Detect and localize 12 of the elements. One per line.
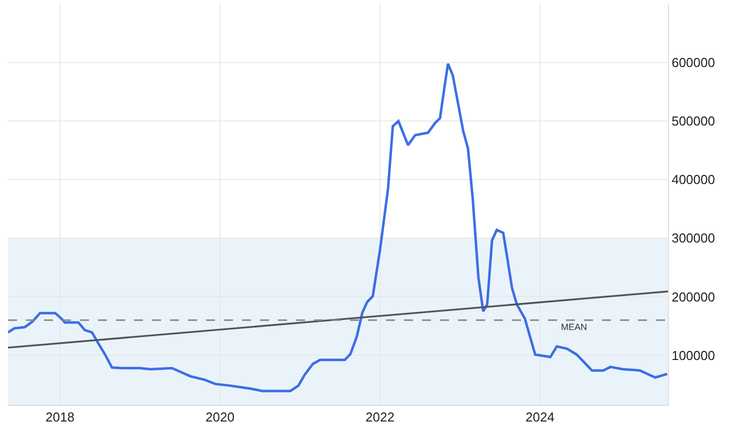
- line-series: [8, 62, 668, 392]
- x-tick-label: 2018: [46, 410, 74, 425]
- y-tick-label: 100000: [672, 348, 715, 363]
- x-tick-label: 2022: [366, 410, 394, 425]
- y-tick-label: 600000: [672, 55, 715, 70]
- ref-line-label: MEAN: [561, 322, 588, 332]
- y-tick-label: 200000: [672, 289, 715, 304]
- y-tick-label: 500000: [672, 114, 715, 129]
- x-tick-label: 2020: [206, 410, 234, 425]
- y-tick-label: 400000: [672, 172, 715, 188]
- y-tick-label: 300000: [672, 230, 715, 246]
- x-tick-label: 2024: [526, 410, 554, 425]
